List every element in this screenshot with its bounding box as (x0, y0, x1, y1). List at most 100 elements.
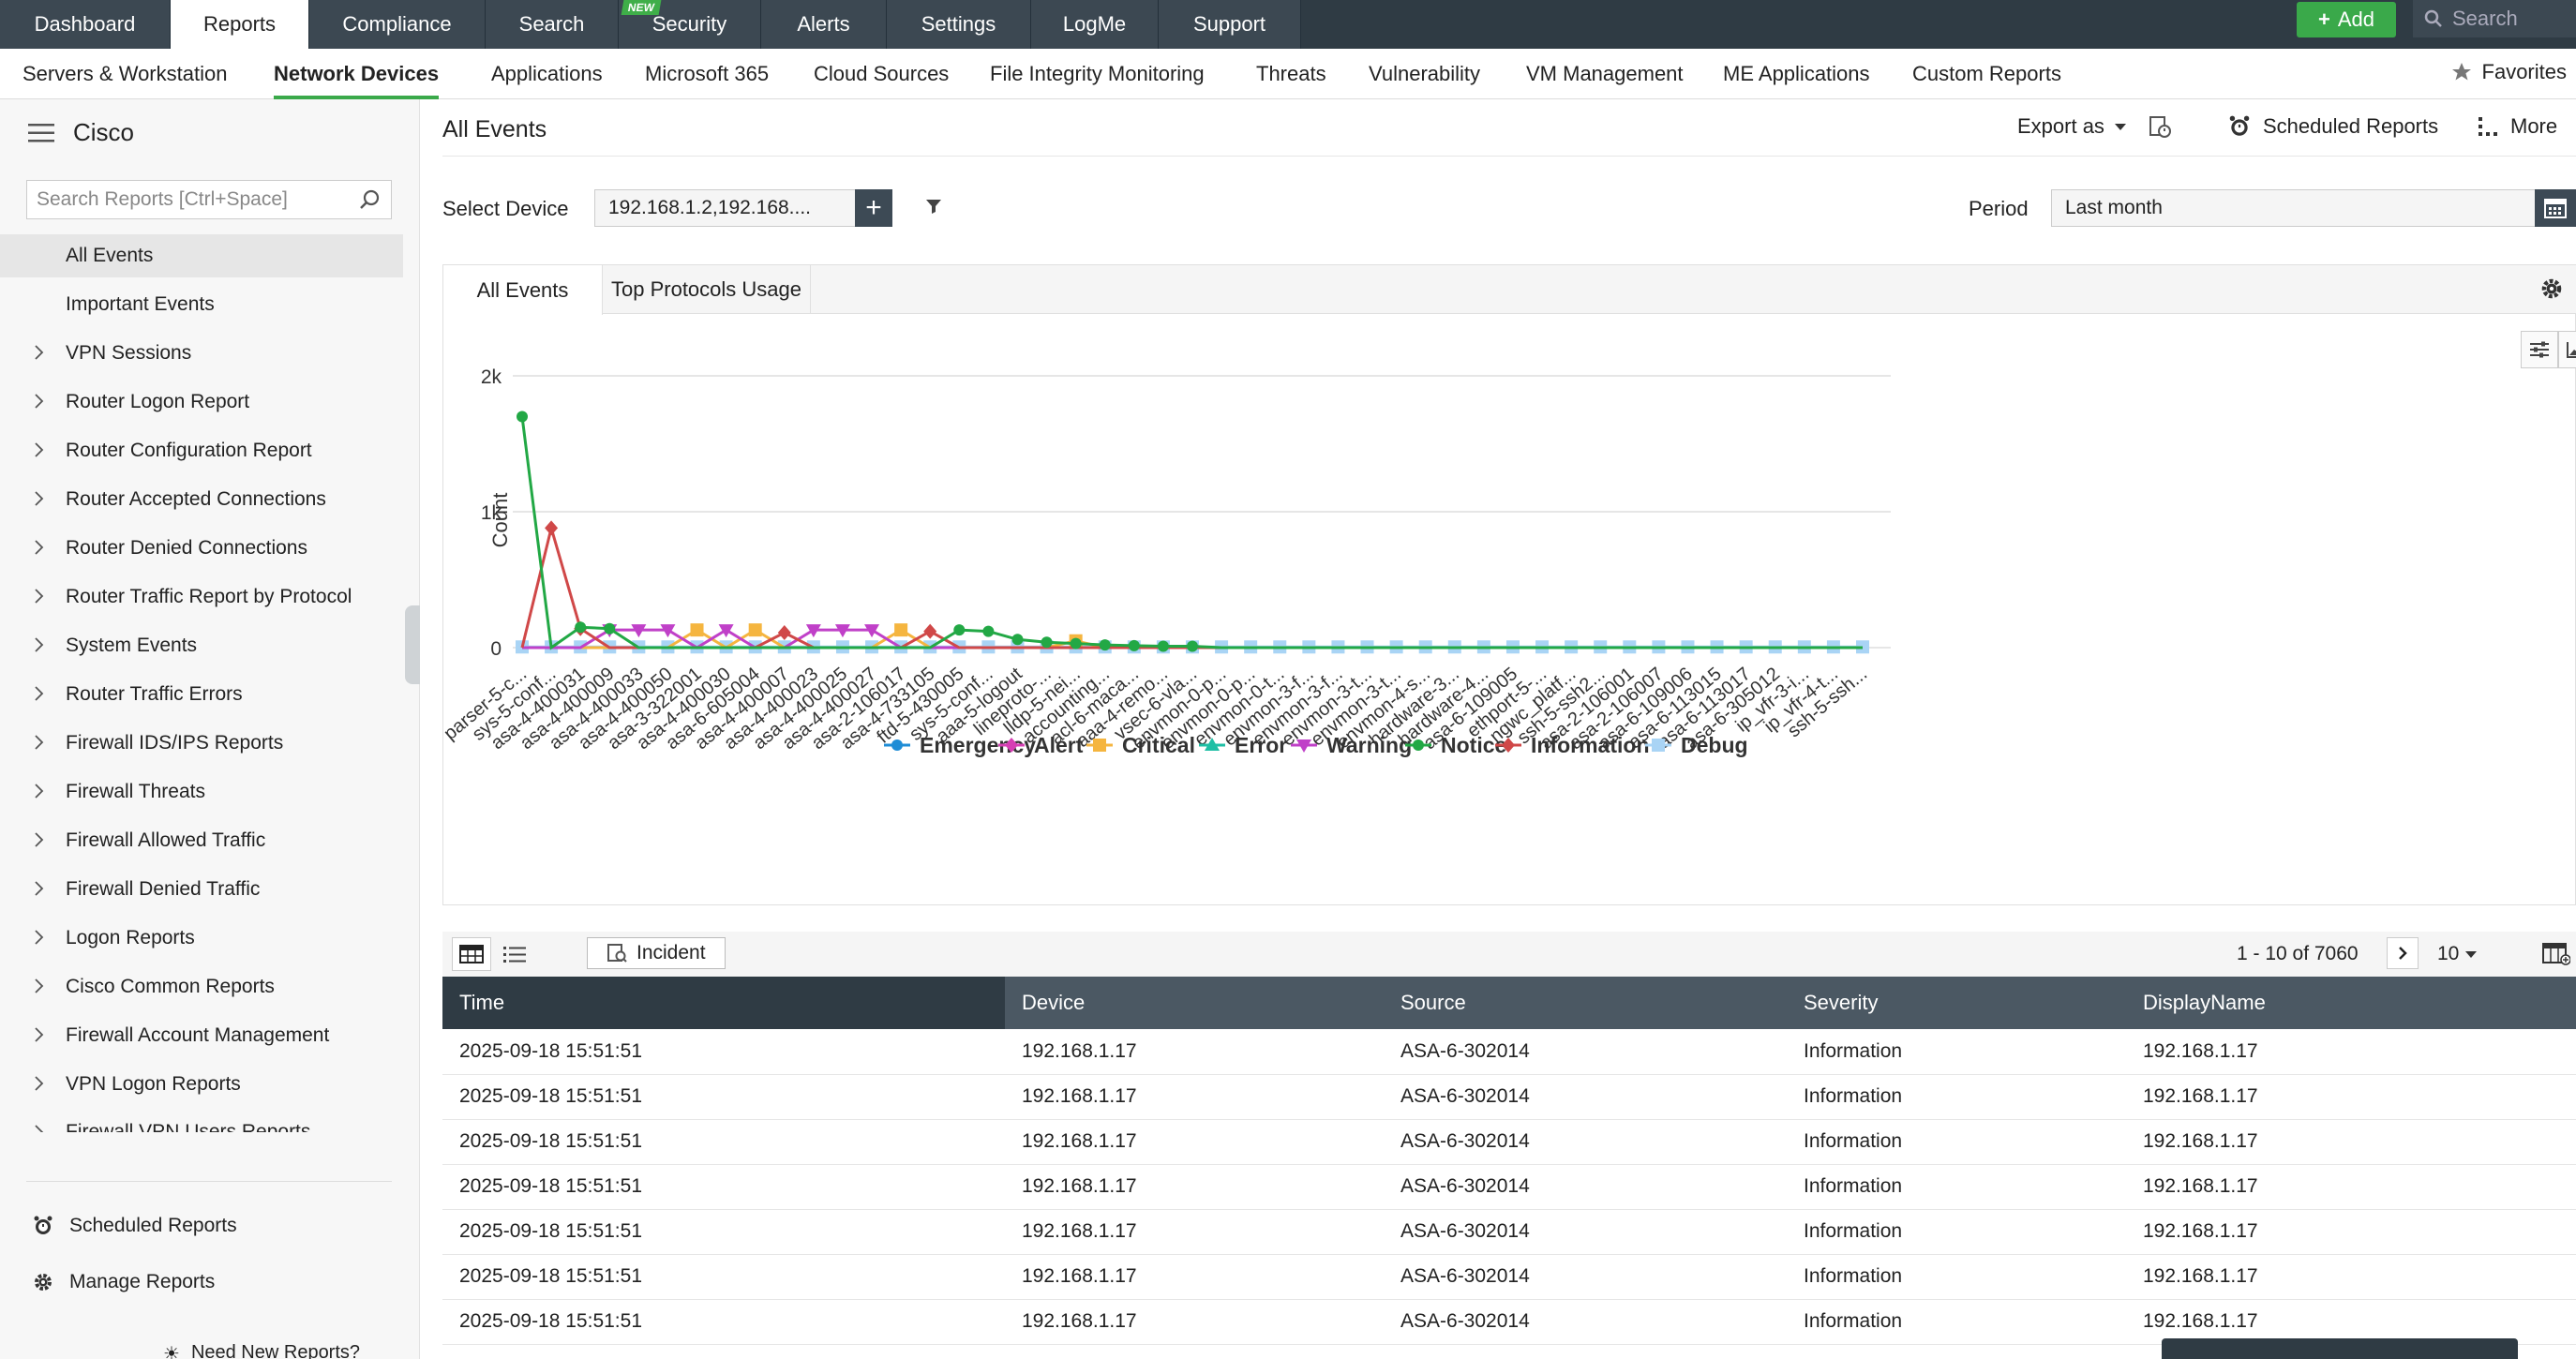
tab-alerts[interactable]: Alerts (761, 0, 887, 49)
search-icon (2424, 9, 2442, 27)
sidebar-item[interactable]: Firewall Allowed Traffic (0, 819, 403, 862)
add-button[interactable]: + Add (2297, 2, 2396, 37)
caret-down-icon (2465, 951, 2478, 958)
tab-reports[interactable]: Reports (171, 0, 309, 49)
table-row[interactable]: 2025-09-18 15:51:51 192.168.1.17 ASA-6-302… (442, 1254, 2576, 1300)
column-header-time[interactable]: Time (442, 977, 1005, 1029)
subtab-threats[interactable]: Threats (1256, 62, 1326, 85)
gear-icon[interactable] (2539, 276, 2564, 301)
subtab-servers[interactable]: Servers & Workstation (22, 62, 228, 85)
global-search[interactable]: Search (2413, 0, 2576, 37)
chart-tab-all-events[interactable]: All Events (443, 265, 603, 315)
column-header-device[interactable]: Device (1022, 991, 1086, 1014)
cell-time: 2025-09-18 15:51:51 (442, 1119, 1005, 1165)
subtab-custom-reports[interactable]: Custom Reports (1912, 62, 2061, 85)
sidebar-item[interactable]: System Events (0, 624, 403, 667)
column-header-source[interactable]: Source (1400, 991, 1466, 1014)
chart-tab-top-protocols[interactable]: Top Protocols Usage (603, 265, 811, 314)
subtab-cloud-sources[interactable]: Cloud Sources (814, 62, 950, 85)
sidebar-item[interactable]: Firewall Denied Traffic (0, 868, 403, 911)
report-search-input[interactable]: Search Reports [Ctrl+Space] (26, 180, 392, 219)
legend-label: Information (1531, 733, 1650, 757)
main-content: All Events Export as Scheduled Reports M… (420, 99, 2576, 1359)
subtab-applications[interactable]: Applications (491, 62, 603, 85)
table-row[interactable]: 2025-09-18 15:51:51 192.168.1.17 ASA-6-302… (442, 1029, 2576, 1075)
export-as-button[interactable]: Export as (2017, 114, 2172, 139)
sidebar-item[interactable]: Firewall Account Management (0, 1014, 403, 1057)
incident-button[interactable]: Incident (587, 937, 726, 969)
chevron-right-icon (35, 1125, 44, 1132)
sidebar-item[interactable]: VPN Sessions (0, 332, 403, 375)
cell-time: 2025-09-18 15:51:51 (442, 1164, 1005, 1210)
cell-displayname: 192.168.1.17 (2126, 1254, 2576, 1300)
device-select-field[interactable]: 192.168.1.2,192.168.... (594, 189, 861, 227)
cell-source: ASA-6-302014 (1384, 1254, 1787, 1300)
cell-source: ASA-6-302014 (1384, 1074, 1787, 1120)
sidebar-item[interactable]: VPN Logon Reports (0, 1063, 403, 1106)
list-view-button[interactable] (495, 937, 534, 971)
subtab-vm-management[interactable]: VM Management (1526, 62, 1684, 85)
need-new-reports-link[interactable]: ☀ Need New Reports? (163, 1342, 360, 1359)
cell-time: 2025-09-18 15:51:51 (442, 1254, 1005, 1300)
sidebar-collapse-handle[interactable] (405, 605, 420, 684)
subtab-vulnerability[interactable]: Vulnerability (1369, 62, 1481, 85)
sidebar-item[interactable]: Cisco Common Reports (0, 965, 403, 1008)
subtab-me-applications[interactable]: ME Applications (1723, 62, 1870, 85)
chevron-right-icon (35, 442, 44, 457)
table-row[interactable]: 2025-09-18 15:51:51 192.168.1.17 ASA-6-302… (442, 1164, 2576, 1210)
grid-view-button[interactable] (452, 937, 491, 971)
more-label: More (2510, 114, 2558, 138)
add-device-button[interactable]: + (855, 189, 892, 227)
sidebar-item[interactable]: Logon Reports (0, 917, 403, 960)
page-size-select[interactable]: 10 (2437, 943, 2478, 965)
sidebar-item[interactable]: Firewall IDS/IPS Reports (0, 722, 403, 765)
table-row[interactable]: 2025-09-18 15:51:51 192.168.1.17 ASA-6-302… (442, 1074, 2576, 1120)
table-row[interactable]: 2025-09-18 15:51:51 192.168.1.17 ASA-6-302… (442, 1299, 2576, 1345)
cell-displayname: 192.168.1.17 (2126, 1164, 2576, 1210)
chart-settings-button[interactable] (2521, 331, 2558, 368)
sidebar-item[interactable]: Important Events (0, 283, 403, 326)
chevron-right-icon (35, 637, 44, 652)
tab-settings[interactable]: Settings (887, 0, 1031, 49)
filter-icon[interactable] (924, 197, 943, 216)
notification-toast[interactable] (2162, 1338, 2518, 1359)
subtab-microsoft-365[interactable]: Microsoft 365 (645, 62, 770, 85)
sidebar-item[interactable]: All Events (0, 234, 403, 277)
title-divider (442, 156, 2576, 157)
tab-support[interactable]: Support (1159, 0, 1301, 49)
scheduled-reports-link[interactable]: Scheduled Reports (32, 1215, 237, 1237)
cell-displayname: 192.168.1.17 (2126, 1209, 2576, 1255)
period-field[interactable]: Last month (2051, 189, 2539, 227)
sidebar-item[interactable]: Router Accepted Connections (0, 478, 403, 521)
chart-type-button[interactable] (2558, 331, 2576, 368)
table-row[interactable]: 2025-09-18 15:51:51 192.168.1.17 ASA-6-302… (442, 1209, 2576, 1255)
tab-security[interactable]: NEW Security (619, 0, 761, 49)
tab-logme[interactable]: LogMe (1031, 0, 1159, 49)
sidebar-item[interactable]: Firewall VPN Users Reports (0, 1112, 403, 1132)
table-row[interactable]: 2025-09-18 15:51:51 192.168.1.17 ASA-6-302… (442, 1119, 2576, 1165)
column-header-displayname[interactable]: DisplayName (2143, 991, 2266, 1014)
schedule-export-icon[interactable] (2148, 114, 2172, 139)
column-chooser-icon[interactable] (2542, 941, 2570, 965)
sidebar-item[interactable]: Router Traffic Errors (0, 673, 403, 716)
sidebar-item[interactable]: Router Traffic Report by Protocol (0, 575, 403, 619)
sidebar-item[interactable]: Router Configuration Report (0, 429, 403, 472)
calendar-button[interactable] (2535, 189, 2576, 227)
more-button[interactable]: More (2477, 114, 2557, 139)
favorites-label: Favorites (2481, 60, 2567, 83)
column-header-severity[interactable]: Severity (1804, 991, 1879, 1014)
tab-compliance[interactable]: Compliance (309, 0, 486, 49)
sidebar-item[interactable]: Router Logon Report (0, 381, 403, 424)
favorites-button[interactable]: Favorites (2450, 49, 2567, 96)
scheduled-reports-button[interactable]: Scheduled Reports (2227, 114, 2438, 139)
sidebar-item[interactable]: Firewall Threats (0, 770, 403, 814)
tab-search[interactable]: Search (486, 0, 619, 49)
tab-dashboard[interactable]: Dashboard (0, 0, 171, 49)
subtab-network-devices[interactable]: Network Devices (274, 49, 440, 99)
cell-displayname: 192.168.1.17 (2126, 1074, 2576, 1120)
next-page-button[interactable] (2387, 937, 2419, 969)
subtab-file-integrity[interactable]: File Integrity Monitoring (990, 62, 1205, 85)
hamburger-icon[interactable] (28, 123, 54, 143)
sidebar-item[interactable]: Router Denied Connections (0, 527, 403, 570)
manage-reports-link[interactable]: Manage Reports (32, 1271, 215, 1293)
